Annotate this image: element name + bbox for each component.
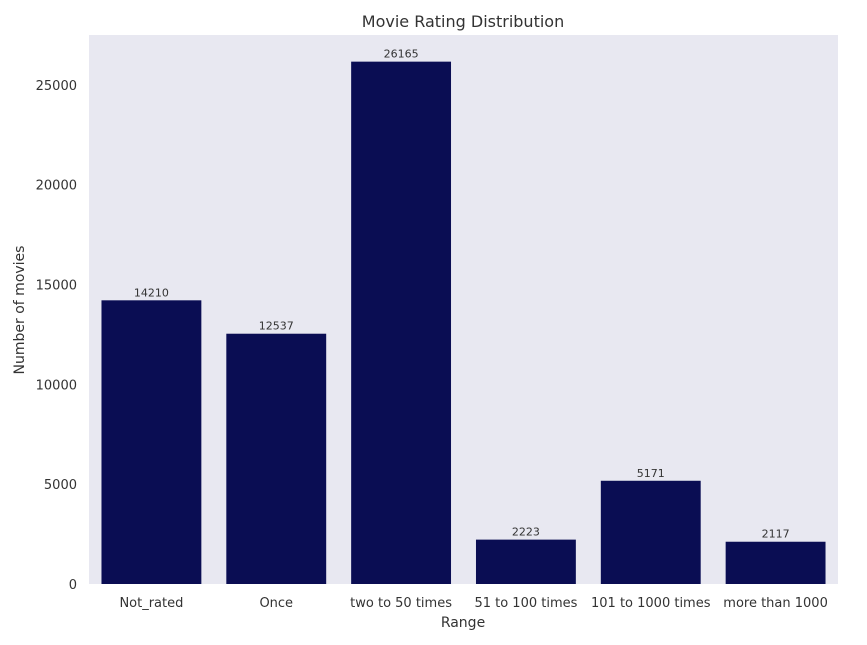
bar-0: [101, 300, 202, 584]
y-tick-label-1: 5000: [44, 478, 77, 493]
bar-1: [226, 333, 327, 584]
y-axis-ticks: 0 5000 10000 15000 20000 25000: [36, 79, 77, 593]
x-tick-label-4: 101 to 1000 times: [591, 596, 711, 611]
y-tick-label-4: 20000: [36, 179, 77, 194]
y-tick-label-0: 0: [69, 578, 77, 593]
x-tick-label-5: more than 1000: [723, 596, 828, 611]
x-tick-label-3: 51 to 100 times: [474, 596, 577, 611]
value-label-3: 2223: [512, 526, 540, 539]
y-tick-label-3: 15000: [36, 279, 77, 294]
x-tick-label-2: two to 50 times: [350, 596, 452, 611]
plot-background: [89, 35, 838, 584]
bar-2: [351, 61, 452, 584]
y-tick-label-2: 10000: [36, 378, 77, 393]
y-tick-label-5: 25000: [36, 79, 77, 94]
x-axis-label: Range: [441, 615, 485, 631]
value-label-1: 12537: [259, 320, 294, 333]
value-label-4: 5171: [637, 467, 665, 480]
value-label-0: 14210: [134, 286, 169, 299]
chart-title: Movie Rating Distribution: [362, 12, 564, 31]
bars-group: [101, 61, 826, 584]
bar-3: [475, 539, 576, 584]
bar-5: [725, 541, 826, 584]
x-axis-ticks: Not_rated Once two to 50 times 51 to 100 ti…: [119, 596, 827, 611]
value-label-2: 26165: [384, 48, 419, 61]
bar-4: [600, 480, 701, 584]
x-tick-label-0: Not_rated: [119, 596, 183, 611]
value-labels-group: 14210 12537 26165 2223 5171 2117: [134, 48, 790, 541]
y-axis-label: Number of movies: [12, 246, 28, 375]
x-tick-label-1: Once: [259, 596, 293, 611]
value-label-5: 2117: [762, 528, 790, 541]
